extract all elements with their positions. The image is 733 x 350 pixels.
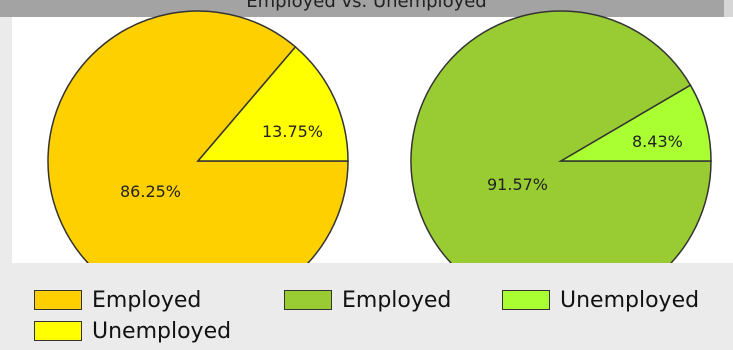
legend-area xyxy=(12,263,733,350)
pie-slice-unemployed xyxy=(196,45,349,162)
pie-slice-employed xyxy=(410,10,712,263)
data-label-unemployed: 8.43% xyxy=(632,132,683,151)
legend-swatch xyxy=(34,321,82,341)
data-label-unemployed: 13.75% xyxy=(262,122,323,141)
legend-item-unemployed-1: Unemployed xyxy=(34,318,231,344)
chart-title: Employed vs. Unemployed xyxy=(246,0,487,12)
pie-slice-employed xyxy=(47,10,349,263)
legend-label: Unemployed xyxy=(92,318,232,344)
legend-label: Unemployed xyxy=(560,287,700,313)
legend-swatch xyxy=(34,290,82,310)
pie-slice-unemployed xyxy=(558,84,712,162)
pie-charts: 86.25% 13.75% 91.57% 8.43% xyxy=(47,10,712,263)
data-label-employed: 86.25% xyxy=(120,182,181,201)
legend-label: Employed xyxy=(92,287,202,313)
header-tab xyxy=(724,0,733,17)
legend-swatch xyxy=(502,290,550,310)
data-label-employed: 91.57% xyxy=(487,175,548,194)
legend-item-employed-2: Employed xyxy=(284,287,451,313)
legend-item-employed-1: Employed xyxy=(34,287,201,313)
legend-swatch xyxy=(284,290,332,310)
legend-item-unemployed-2: Unemployed xyxy=(502,287,699,313)
legend-label: Employed xyxy=(342,287,452,313)
